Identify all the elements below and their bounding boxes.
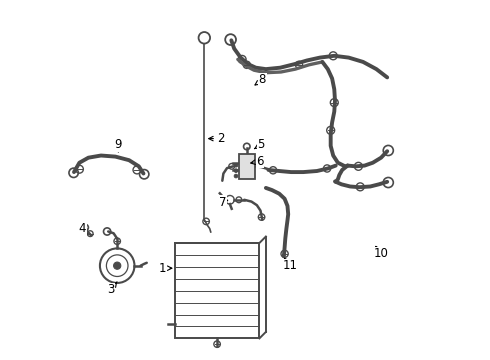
Text: 3: 3 bbox=[107, 282, 117, 296]
Circle shape bbox=[234, 163, 238, 167]
Text: 7: 7 bbox=[219, 196, 228, 209]
Circle shape bbox=[114, 262, 121, 269]
Text: 2: 2 bbox=[209, 132, 224, 145]
Bar bbox=[239, 154, 255, 179]
Text: 1: 1 bbox=[159, 262, 172, 275]
Text: 6: 6 bbox=[251, 155, 264, 168]
Circle shape bbox=[234, 169, 238, 172]
Text: 5: 5 bbox=[254, 138, 265, 151]
Text: 9: 9 bbox=[115, 138, 122, 152]
Text: 8: 8 bbox=[255, 73, 266, 86]
Text: 10: 10 bbox=[374, 246, 389, 260]
Text: 4: 4 bbox=[78, 222, 87, 235]
Circle shape bbox=[234, 174, 238, 178]
Text: 11: 11 bbox=[283, 258, 297, 272]
Bar bbox=[175, 243, 259, 338]
